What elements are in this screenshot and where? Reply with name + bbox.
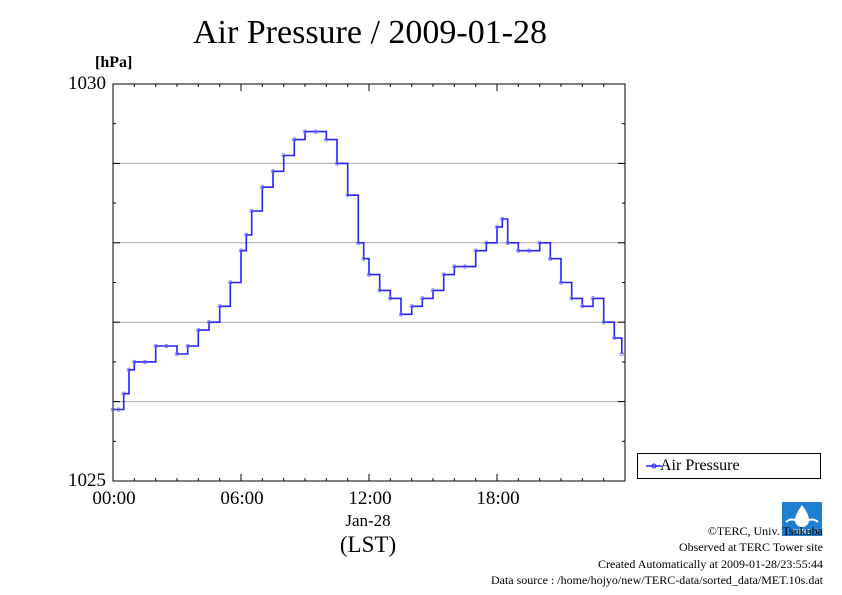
data-point bbox=[217, 304, 222, 309]
data-point bbox=[313, 129, 318, 134]
y-tick-label-bottom: 1025 bbox=[68, 470, 106, 491]
data-point bbox=[619, 351, 624, 357]
data-point bbox=[292, 137, 297, 142]
data-point bbox=[164, 343, 169, 349]
x-tick-label-1800: 18:00 bbox=[476, 488, 520, 509]
data-source-text: Data source : /home/hojyo/new/TERC-data/… bbox=[490, 573, 823, 587]
data-point bbox=[366, 272, 372, 277]
y-axis-unit: [hPa] bbox=[95, 54, 133, 71]
data-point bbox=[345, 192, 350, 198]
data-point bbox=[324, 137, 329, 142]
chart-title: Air Pressure / 2009-01-28 bbox=[192, 14, 548, 51]
data-point bbox=[270, 169, 276, 174]
series-line bbox=[113, 130, 623, 411]
data-point bbox=[126, 367, 132, 373]
data-point bbox=[590, 296, 596, 301]
data-point bbox=[558, 280, 564, 285]
data-point bbox=[174, 351, 180, 357]
data-point bbox=[601, 320, 606, 325]
terc-logo-icon: TERC bbox=[782, 502, 822, 536]
logo-text: TERC bbox=[792, 529, 811, 536]
data-point bbox=[361, 256, 366, 261]
data-point bbox=[612, 335, 617, 341]
data-point bbox=[302, 129, 308, 134]
y-tick-label-top: 1030 bbox=[68, 73, 106, 94]
data-point bbox=[430, 288, 436, 293]
data-point bbox=[484, 240, 489, 245]
data-point bbox=[110, 407, 116, 412]
data-point bbox=[196, 327, 201, 333]
data-point bbox=[409, 304, 414, 309]
x-axis-timezone-label: (LST) bbox=[339, 532, 397, 557]
series-air-pressure bbox=[110, 129, 624, 412]
data-point bbox=[548, 256, 553, 261]
data-point bbox=[462, 264, 468, 269]
data-point bbox=[537, 240, 542, 245]
data-point bbox=[441, 272, 446, 277]
data-point bbox=[244, 232, 249, 238]
x-tick-label-0000: 00:00 bbox=[92, 488, 136, 509]
data-point bbox=[249, 208, 254, 214]
data-point bbox=[228, 280, 233, 285]
x-axis-date-label: Jan-28 bbox=[345, 511, 391, 530]
data-point bbox=[452, 264, 457, 269]
data-point bbox=[569, 296, 574, 301]
data-point bbox=[142, 359, 148, 365]
data-point bbox=[116, 407, 121, 412]
data-point bbox=[281, 153, 286, 158]
x-tick-label-0600: 06:00 bbox=[220, 488, 264, 509]
data-point bbox=[526, 248, 532, 253]
data-point bbox=[153, 343, 158, 349]
data-point bbox=[356, 240, 361, 245]
data-point bbox=[121, 391, 126, 396]
legend-swatch-icon bbox=[646, 463, 662, 469]
data-point bbox=[388, 296, 393, 301]
data-point bbox=[420, 296, 425, 301]
data-point bbox=[238, 248, 244, 253]
data-point bbox=[494, 224, 500, 230]
data-point bbox=[398, 312, 404, 317]
copyright-text: ©TERC, Univ. Tsukuba bbox=[707, 524, 823, 538]
data-point bbox=[334, 161, 340, 166]
x-tick-label-1200: 12:00 bbox=[348, 488, 392, 509]
data-point bbox=[185, 343, 190, 349]
legend: Air Pressure bbox=[637, 453, 821, 479]
created-text: Created Automatically at 2009-01-28/23:5… bbox=[598, 557, 823, 571]
plot-frame bbox=[112, 83, 626, 482]
data-point bbox=[206, 320, 212, 325]
data-point bbox=[516, 248, 521, 253]
data-point bbox=[580, 304, 585, 309]
data-point bbox=[500, 216, 505, 222]
legend-label: Air Pressure bbox=[660, 457, 740, 474]
data-point bbox=[473, 248, 478, 253]
data-point bbox=[505, 240, 510, 245]
data-point bbox=[260, 185, 265, 190]
axis-ticks bbox=[112, 83, 626, 482]
observed-text: Observed at TERC Tower site bbox=[678, 540, 823, 554]
grid-lines bbox=[113, 162, 625, 403]
data-point bbox=[377, 288, 382, 293]
data-point bbox=[132, 359, 137, 365]
